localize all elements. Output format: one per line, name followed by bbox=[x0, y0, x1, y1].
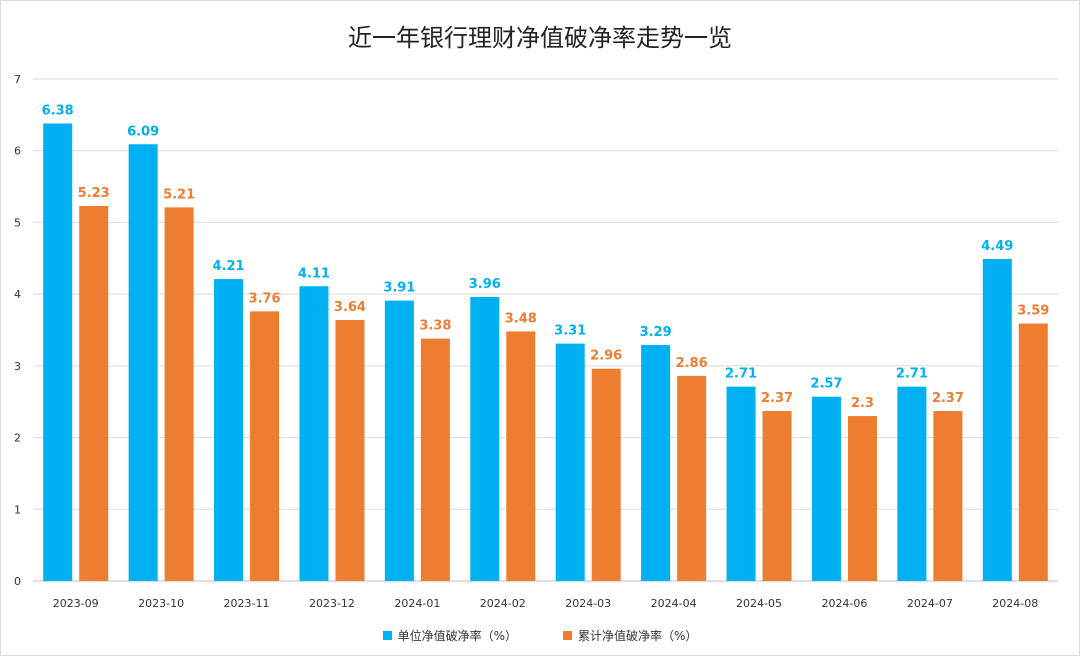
x-tick-label: 2024-04 bbox=[651, 597, 697, 610]
bar-series-0 bbox=[555, 343, 585, 581]
x-tick-label: 2024-03 bbox=[565, 597, 611, 610]
x-tick-label: 2023-10 bbox=[138, 597, 184, 610]
bar-series-1 bbox=[79, 205, 109, 582]
y-tick-label: 1 bbox=[14, 503, 21, 516]
data-label-series-0: 3.96 bbox=[469, 277, 501, 292]
data-label-series-1: 3.76 bbox=[249, 291, 281, 306]
data-label-series-1: 5.23 bbox=[78, 186, 110, 201]
y-tick-label: 5 bbox=[14, 216, 21, 229]
x-tick-label: 2023-09 bbox=[53, 597, 99, 610]
y-tick-label: 3 bbox=[14, 360, 21, 373]
bar-series-0 bbox=[470, 297, 500, 581]
data-label-series-1: 2.37 bbox=[761, 391, 793, 406]
bar-series-0 bbox=[299, 286, 329, 581]
x-tick-label: 2024-06 bbox=[821, 597, 867, 610]
x-tick-label: 2024-01 bbox=[394, 597, 440, 610]
bar-series-0 bbox=[641, 345, 671, 581]
data-label-series-0: 4.49 bbox=[981, 239, 1013, 254]
bar-series-0 bbox=[214, 279, 244, 581]
x-tick-label: 2023-12 bbox=[309, 597, 355, 610]
bar-series-0 bbox=[897, 386, 927, 581]
bar-series-1 bbox=[1018, 323, 1048, 581]
legend-item-series-0: 单位净值破净率（%） bbox=[382, 627, 517, 644]
bar-series-0 bbox=[384, 300, 414, 581]
bar-series-1 bbox=[250, 311, 280, 581]
data-label-series-0: 4.11 bbox=[298, 266, 330, 281]
data-label-series-0: 2.57 bbox=[810, 377, 842, 392]
data-label-series-1: 3.64 bbox=[334, 300, 366, 315]
data-label-series-1: 3.48 bbox=[505, 311, 537, 326]
data-label-series-0: 2.71 bbox=[725, 367, 757, 382]
bar-series-1 bbox=[933, 411, 963, 581]
y-tick-label: 4 bbox=[14, 288, 21, 301]
chart-title: 近一年银行理财净值破净率走势一览 bbox=[348, 24, 732, 52]
data-label-series-1: 2.3 bbox=[851, 396, 874, 411]
bar-series-1 bbox=[335, 319, 365, 581]
x-tick-label: 2023-11 bbox=[224, 597, 270, 610]
data-label-series-1: 3.38 bbox=[419, 319, 451, 334]
legend-label-series-0: 单位净值破净率（%） bbox=[397, 629, 517, 643]
data-label-series-1: 2.37 bbox=[932, 391, 964, 406]
y-tick-label: 6 bbox=[14, 145, 21, 158]
y-tick-label: 7 bbox=[14, 73, 21, 86]
bar-series-0 bbox=[811, 396, 841, 581]
data-label-series-0: 6.38 bbox=[42, 103, 74, 118]
bar-series-1 bbox=[677, 375, 707, 581]
x-tick-label: 2024-07 bbox=[907, 597, 953, 610]
data-label-series-1: 3.59 bbox=[1017, 304, 1049, 319]
data-label-series-0: 2.71 bbox=[896, 367, 928, 382]
chart-legend: 单位净值破净率（%） 累计净值破净率（%） bbox=[0, 627, 1080, 644]
bar-series-1 bbox=[591, 368, 621, 581]
data-label-series-0: 3.91 bbox=[383, 281, 415, 296]
data-label-series-1: 2.86 bbox=[676, 356, 708, 371]
bar-series-1 bbox=[506, 331, 536, 581]
data-label-series-0: 6.09 bbox=[127, 124, 159, 139]
legend-item-series-1: 累计净值破净率（%） bbox=[563, 627, 697, 644]
x-tick-label: 2024-08 bbox=[992, 597, 1038, 610]
bar-series-0 bbox=[726, 386, 756, 581]
legend-swatch-series-1 bbox=[563, 631, 572, 640]
data-label-series-0: 3.31 bbox=[554, 324, 586, 339]
data-label-series-1: 2.96 bbox=[590, 349, 622, 364]
bar-series-0 bbox=[128, 144, 158, 581]
bar-series-0 bbox=[982, 259, 1012, 581]
bar-series-0 bbox=[43, 123, 73, 581]
data-label-series-1: 5.21 bbox=[163, 187, 195, 202]
bar-series-1 bbox=[420, 338, 450, 581]
bar-series-1 bbox=[847, 416, 877, 581]
y-tick-label: 2 bbox=[14, 432, 21, 445]
bar-series-1 bbox=[762, 411, 792, 581]
legend-swatch-series-0 bbox=[382, 631, 392, 640]
legend-label-series-1: 累计净值破净率（%） bbox=[578, 629, 698, 643]
data-label-series-0: 3.29 bbox=[640, 325, 672, 340]
x-tick-label: 2024-05 bbox=[736, 597, 782, 610]
x-tick-label: 2024-02 bbox=[480, 597, 526, 610]
data-label-series-0: 4.21 bbox=[213, 259, 245, 274]
bar-series-1 bbox=[164, 207, 194, 581]
y-tick-label: 0 bbox=[14, 575, 21, 588]
